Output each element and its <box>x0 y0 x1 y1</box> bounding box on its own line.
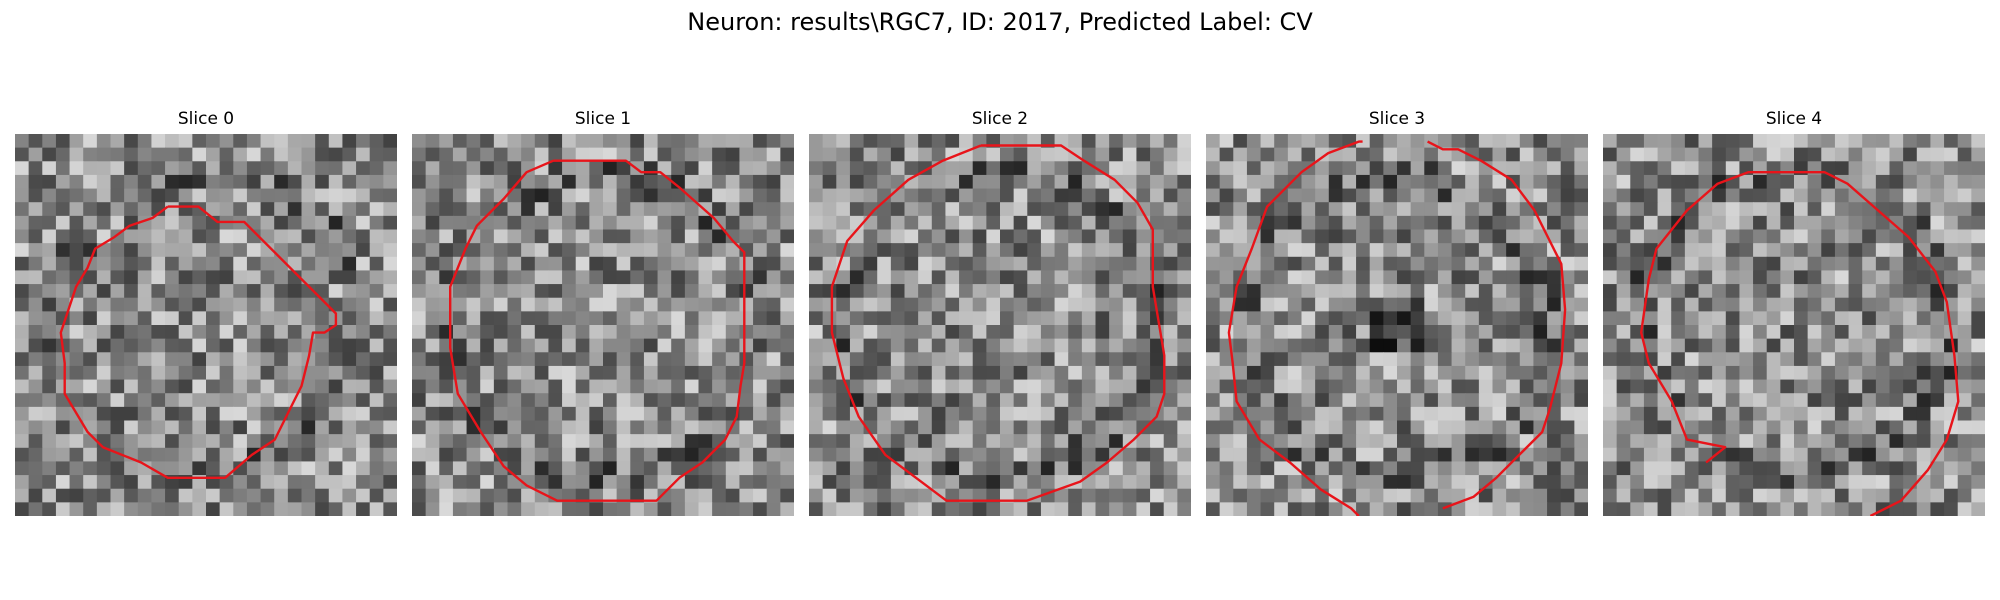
slice-title: Slice 2 <box>971 109 1029 129</box>
pixel-grid <box>1603 134 1985 516</box>
slice-title: Slice 0 <box>177 109 235 129</box>
slice-image <box>15 134 397 516</box>
slice-title: Slice 3 <box>1368 109 1426 129</box>
pixel-grid <box>412 134 794 516</box>
pixel-grid <box>809 134 1191 516</box>
contour-line <box>1640 171 1960 516</box>
pixel-grid <box>1206 134 1588 516</box>
slice-image <box>809 134 1191 516</box>
contour-line <box>1427 140 1567 510</box>
slice-title: Slice 4 <box>1765 109 1823 129</box>
slice-image <box>1603 134 1985 516</box>
contour-line <box>830 144 1166 502</box>
slice-image <box>1206 134 1588 516</box>
slice-title: Slice 1 <box>574 109 632 129</box>
slice-image <box>412 134 794 516</box>
pixel-grid <box>15 134 397 516</box>
contour-line <box>449 159 746 502</box>
figure-title: Neuron: results\RGC7, ID: 2017, Predicte… <box>687 8 1313 36</box>
contour-line <box>1227 140 1363 516</box>
contour-line <box>59 205 338 479</box>
